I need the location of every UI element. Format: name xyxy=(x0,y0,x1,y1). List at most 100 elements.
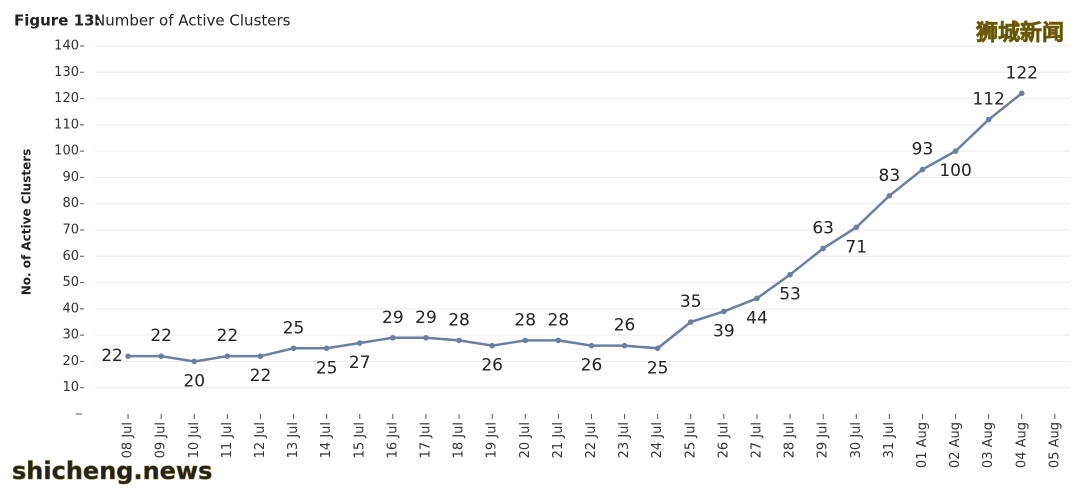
data-label: 25 xyxy=(316,358,338,378)
x-tick-label: 28 Jul xyxy=(783,422,798,458)
data-label: 20 xyxy=(183,371,205,391)
point xyxy=(290,345,297,352)
y-tick-label: 50 xyxy=(62,275,79,290)
chart-title: Number of Active Clusters xyxy=(94,12,291,30)
data-label: 22 xyxy=(250,366,272,386)
x-tick-label: 02 Aug xyxy=(948,422,963,468)
data-label: 25 xyxy=(647,358,669,378)
point xyxy=(456,337,462,344)
data-label: 39 xyxy=(713,321,735,341)
y-tick-label: 30 xyxy=(62,328,79,343)
data-label: 25 xyxy=(283,318,305,338)
point xyxy=(356,340,363,346)
x-tick-label: 05 Aug xyxy=(1047,422,1062,468)
x-tick-label: 24 Jul xyxy=(650,422,665,458)
x-tick-label: 09 Jul xyxy=(154,422,169,458)
x-tick-label: 10 Jul xyxy=(187,422,202,458)
point xyxy=(919,166,926,173)
y-tick-label: 70 xyxy=(62,223,79,238)
figure-label: Figure 13: xyxy=(14,12,100,30)
x-tick-label: 29 Jul xyxy=(816,422,831,458)
y-tick-label: 130 xyxy=(54,65,79,80)
point xyxy=(257,353,264,359)
data-label: 28 xyxy=(514,310,536,330)
data-label: 22 xyxy=(101,346,123,366)
y-tick-label: 140 xyxy=(54,39,79,54)
point xyxy=(323,345,330,352)
data-label: 29 xyxy=(415,308,437,328)
point xyxy=(886,193,893,199)
point xyxy=(721,308,727,315)
x-tick-label: 23 Jul xyxy=(617,422,632,458)
data-label: 26 xyxy=(614,316,636,336)
line xyxy=(128,92,1023,363)
y-axis-label: No. of Active Clusters xyxy=(20,149,34,296)
point xyxy=(621,342,628,349)
x-tick-label: 27 Jul xyxy=(749,422,764,458)
point xyxy=(588,342,595,349)
x-tick-label: 01 Aug xyxy=(915,422,930,468)
point xyxy=(125,353,131,359)
y-tick-label: 120 xyxy=(54,91,79,106)
point xyxy=(654,345,661,352)
x-tick-label: 20 Jul xyxy=(518,422,533,458)
x-tick-label: 26 Jul xyxy=(716,422,731,458)
x-tick-label: 04 Aug xyxy=(1014,422,1029,468)
point xyxy=(754,295,760,302)
y-tick-label: 60 xyxy=(62,249,79,264)
point xyxy=(952,148,959,154)
point xyxy=(985,116,992,123)
y-tick-label: 110 xyxy=(54,117,79,132)
watermark: 狮城新闻 xyxy=(976,20,1064,46)
data-label: 53 xyxy=(779,285,801,305)
data-label: 35 xyxy=(680,292,702,312)
x-tick-label: 18 Jul xyxy=(452,422,467,458)
y-tick-label: 90 xyxy=(62,170,79,185)
x-tick-label: 19 Jul xyxy=(485,422,500,458)
x-tick-label: 31 Jul xyxy=(882,422,897,458)
x-tick-label: 30 Jul xyxy=(849,422,864,458)
point xyxy=(423,334,429,341)
point xyxy=(1018,90,1025,97)
y-tick-label: 40 xyxy=(62,301,79,316)
data-label: 27 xyxy=(349,353,371,373)
x-tick-label: 13 Jul xyxy=(286,422,301,458)
data-label: 63 xyxy=(812,218,834,238)
data-label: 122 xyxy=(1006,63,1038,83)
point xyxy=(555,337,562,344)
data-label: 83 xyxy=(879,166,901,186)
x-tick-label: 21 Jul xyxy=(551,422,566,458)
data-label: 26 xyxy=(481,356,503,376)
point xyxy=(787,271,793,278)
x-tick-label: 25 Jul xyxy=(683,422,698,458)
point xyxy=(489,342,495,349)
x-tick-label: 15 Jul xyxy=(352,422,367,458)
y-tick-label: 80 xyxy=(62,196,79,211)
data-label: 112 xyxy=(972,90,1004,110)
y-tick-label: 10 xyxy=(62,380,79,395)
data-label: 22 xyxy=(217,326,239,346)
point xyxy=(820,245,826,252)
point xyxy=(158,353,164,359)
x-tick-label: 14 Jul xyxy=(319,422,334,458)
data-label: 71 xyxy=(845,237,867,257)
watermark: shicheng.news xyxy=(12,457,212,485)
x-tick-label: 11 Jul xyxy=(220,422,235,458)
data-label: 26 xyxy=(581,356,603,376)
y-tick-label: 20 xyxy=(62,354,79,369)
point xyxy=(687,319,694,325)
point xyxy=(522,337,529,344)
data-label: 100 xyxy=(939,161,971,181)
point xyxy=(191,358,198,365)
x-tick-label: 17 Jul xyxy=(418,422,433,458)
data-label: 22 xyxy=(150,326,172,346)
data-label: 28 xyxy=(548,310,570,330)
data-label: 93 xyxy=(912,140,934,160)
x-tick-label: 22 Jul xyxy=(584,422,599,458)
x-tick-label: 12 Jul xyxy=(253,422,268,458)
data-label: 44 xyxy=(746,308,768,328)
point xyxy=(224,353,231,359)
x-tick-label: 03 Aug xyxy=(981,422,996,468)
point xyxy=(853,224,860,231)
